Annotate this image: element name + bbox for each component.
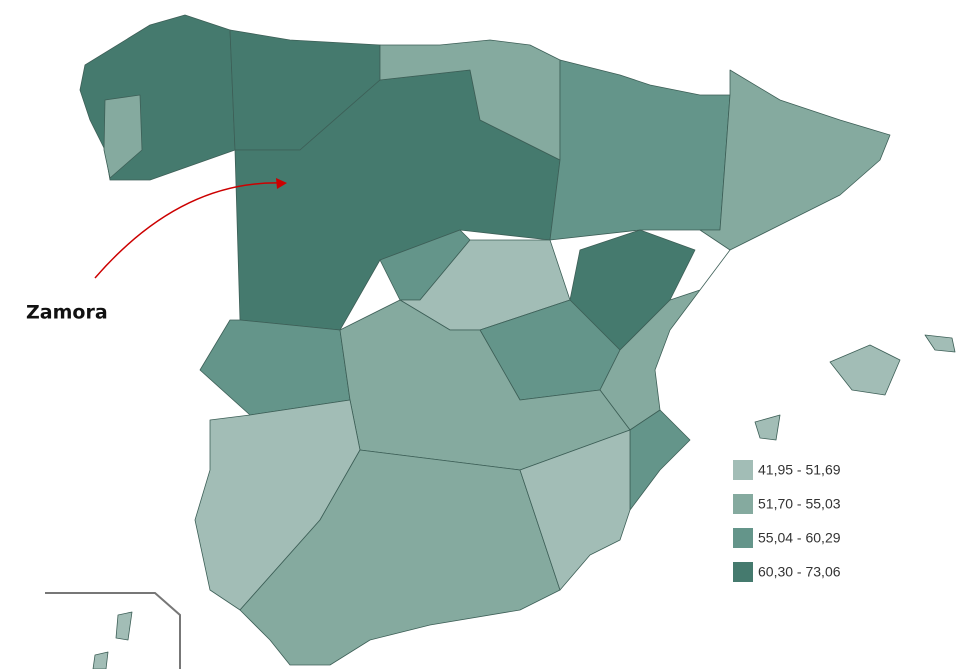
catalonia — [699, 69, 891, 251]
annotation-label: Zamora — [26, 302, 108, 324]
menorca — [924, 334, 956, 353]
murcia-almeria — [519, 429, 631, 591]
annotation-arrow — [94, 182, 283, 279]
extremadura — [199, 319, 351, 416]
navarra-aragon — [549, 59, 731, 241]
ibiza — [754, 414, 781, 441]
alicante — [629, 409, 691, 511]
legend-label: 55,04 - 60,29 — [758, 530, 841, 546]
legend-swatch — [733, 562, 753, 582]
mallorca — [829, 344, 901, 396]
inset-frame — [45, 592, 181, 669]
legend: 41,95 - 51,69 51,70 - 55,03 55,04 - 60,29 6… — [733, 460, 841, 582]
legend-label: 41,95 - 51,69 — [758, 462, 841, 478]
legend-label: 51,70 - 55,03 — [758, 496, 841, 512]
provinces — [79, 14, 956, 669]
canary — [115, 611, 133, 641]
legend-swatch — [733, 528, 753, 548]
legend-swatch — [733, 460, 753, 480]
arrow-head — [276, 178, 287, 189]
legend-swatch — [733, 494, 753, 514]
galicia-coast — [103, 94, 143, 179]
galicia — [79, 14, 236, 181]
legend-label: 60,30 - 73,06 — [758, 564, 841, 580]
canary — [92, 651, 109, 669]
